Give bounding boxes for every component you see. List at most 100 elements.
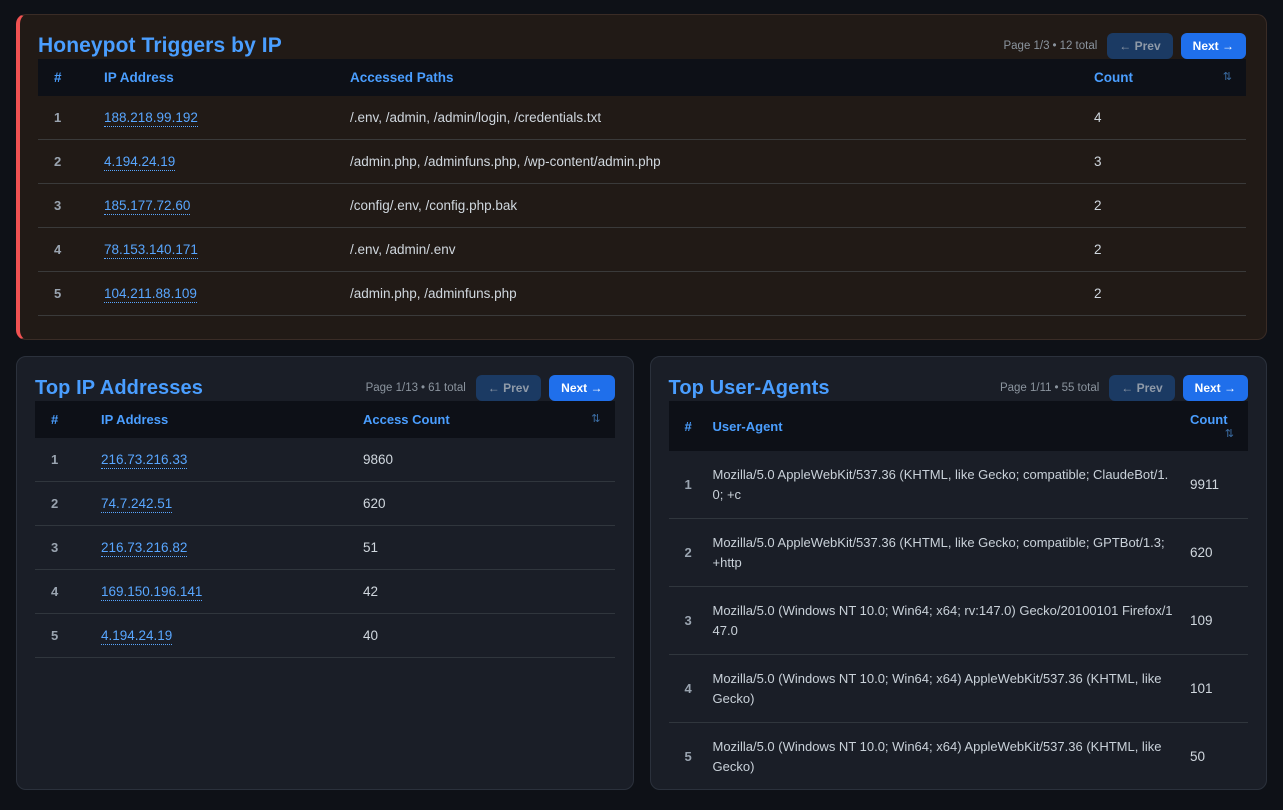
honeypot-table-head: # IP Address Accessed Paths Count ⇅ (38, 59, 1246, 96)
row-user-agent: Mozilla/5.0 (Windows NT 10.0; Win64; x64… (704, 722, 1182, 789)
col-header-count[interactable]: Count ⇅ (1182, 401, 1248, 451)
top-ips-table-body: 1 216.73.216.33 9860 2 74.7.242.51 620 3… (35, 438, 615, 658)
row-index: 3 (668, 586, 705, 655)
row-ip-cell: 4.194.24.19 (96, 139, 342, 184)
row-index: 3 (35, 525, 93, 570)
honeypot-pager-separator: • (1052, 40, 1057, 52)
ip-link[interactable]: 216.73.216.82 (101, 540, 188, 557)
top-ips-pager-separator: • (421, 382, 426, 394)
col-header-accessed-paths[interactable]: Accessed Paths (342, 59, 1086, 96)
honeypot-triggers-panel: Honeypot Triggers by IP Page 1/3 • 12 tota… (16, 14, 1267, 340)
row-index: 5 (35, 613, 93, 658)
table-row: 2 Mozilla/5.0 AppleWebKit/537.36 (KHTML,… (668, 518, 1248, 587)
col-header-index[interactable]: # (38, 59, 96, 96)
row-access-count: 42 (355, 569, 615, 614)
ip-link[interactable]: 104.211.88.109 (104, 286, 197, 303)
table-row: 3 216.73.216.82 51 (35, 525, 615, 570)
ip-link[interactable]: 4.194.24.19 (104, 154, 176, 171)
table-row: 4 Mozilla/5.0 (Windows NT 10.0; Win64; x… (668, 654, 1248, 723)
row-access-count: 9860 (355, 438, 615, 482)
row-accessed-paths: /admin.php, /adminfuns.php (342, 271, 1086, 316)
table-row: 3 185.177.72.60 /config/.env, /config.ph… (38, 183, 1246, 228)
row-index: 5 (38, 271, 96, 316)
ip-link[interactable]: 169.150.196.141 (101, 584, 203, 601)
top-ips-table: # IP Address Access Count ⇅ 1 216.73.216.… (35, 401, 615, 658)
top-ips-table-head: # IP Address Access Count ⇅ (35, 401, 615, 438)
top-ua-next-button[interactable]: Next → (1182, 375, 1248, 401)
honeypot-header-row: # IP Address Accessed Paths Count ⇅ (38, 59, 1246, 96)
row-ip-cell: 74.7.242.51 (93, 481, 355, 526)
top-ua-table-head: # User-Agent Count ⇅ (668, 401, 1248, 451)
row-user-agent: Mozilla/5.0 AppleWebKit/537.36 (KHTML, l… (704, 451, 1182, 519)
row-count: 3 (1086, 139, 1246, 184)
top-ips-prev-button[interactable]: ← Prev (475, 375, 542, 401)
row-index: 2 (35, 481, 93, 526)
col-header-index[interactable]: # (35, 401, 93, 438)
sort-icon[interactable]: ⇅ (1222, 71, 1232, 83)
bottom-panels-row: Top IP Addresses Page 1/13 • 61 total ← Pr… (16, 356, 1267, 790)
top-user-agents-panel: Top User-Agents Page 1/11 • 55 total ← Pre… (649, 356, 1267, 790)
row-accessed-paths: /admin.php, /adminfuns.php, /wp-content/… (342, 139, 1086, 184)
row-index: 1 (35, 438, 93, 482)
honeypot-pager-info: Page 1/3 • 12 total (1003, 40, 1097, 52)
row-ip-cell: 169.150.196.141 (93, 569, 355, 614)
honeypot-panel-header: Honeypot Triggers by IP Page 1/3 • 12 tota… (38, 33, 1246, 59)
row-count: 50 (1182, 722, 1248, 789)
row-ip-cell: 78.153.140.171 (96, 227, 342, 272)
ip-link[interactable]: 188.218.99.192 (104, 110, 198, 127)
honeypot-prev-button[interactable]: ← Prev (1107, 33, 1173, 59)
sort-icon[interactable]: ⇅ (591, 413, 601, 425)
row-index: 1 (38, 96, 96, 140)
col-header-access-count[interactable]: Access Count ⇅ (355, 401, 615, 438)
top-ua-pager-info: Page 1/11 • 55 total (1000, 382, 1099, 394)
table-row: 1 216.73.216.33 9860 (35, 438, 615, 482)
top-ua-header-row: # User-Agent Count ⇅ (668, 401, 1248, 451)
ip-link[interactable]: 74.7.242.51 (101, 496, 173, 513)
col-header-user-agent[interactable]: User-Agent (704, 401, 1182, 451)
row-count: 9911 (1182, 451, 1248, 519)
row-access-count: 51 (355, 525, 615, 570)
top-ua-total-label: 55 total (1061, 382, 1100, 394)
row-count: 4 (1086, 96, 1246, 140)
row-count: 109 (1182, 586, 1248, 655)
row-accessed-paths: /.env, /admin/.env (342, 227, 1086, 272)
col-header-count[interactable]: Count ⇅ (1086, 59, 1246, 96)
ip-link[interactable]: 4.194.24.19 (101, 628, 173, 645)
table-row: 2 74.7.242.51 620 (35, 481, 615, 526)
honeypot-next-button[interactable]: Next → (1180, 33, 1246, 59)
col-header-ip-address[interactable]: IP Address (96, 59, 342, 96)
row-ip-cell: 4.194.24.19 (93, 613, 355, 658)
ip-link[interactable]: 216.73.216.33 (101, 452, 188, 469)
top-ips-header-row: # IP Address Access Count ⇅ (35, 401, 615, 438)
top-ua-page-label: Page 1/11 (999, 382, 1052, 394)
table-row: 4 78.153.140.171 /.env, /admin/.env 2 (38, 227, 1246, 272)
row-count: 2 (1086, 183, 1246, 228)
row-ip-cell: 185.177.72.60 (96, 183, 342, 228)
row-count: 620 (1182, 518, 1248, 587)
top-ip-addresses-panel: Top IP Addresses Page 1/13 • 61 total ← Pr… (16, 356, 634, 790)
row-count: 2 (1086, 227, 1246, 272)
row-count: 101 (1182, 654, 1248, 723)
top-ua-title: Top User-Agents (668, 376, 830, 399)
honeypot-total-label: 12 total (1059, 40, 1098, 52)
table-row: 5 Mozilla/5.0 (Windows NT 10.0; Win64; x… (668, 722, 1248, 789)
row-index: 3 (38, 183, 96, 228)
row-ip-cell: 216.73.216.33 (93, 438, 355, 482)
top-ua-pagination: Page 1/11 • 55 total ← Prev Next → (1000, 375, 1248, 401)
top-ips-next-button[interactable]: Next → (549, 375, 615, 401)
ip-link[interactable]: 185.177.72.60 (104, 198, 191, 215)
ip-link[interactable]: 78.153.140.171 (104, 242, 198, 259)
top-ips-pager-info: Page 1/13 • 61 total (366, 382, 466, 394)
top-ips-title: Top IP Addresses (35, 376, 203, 399)
row-accessed-paths: /.env, /admin, /admin/login, /credential… (342, 96, 1086, 140)
sort-icon[interactable]: ⇅ (1224, 428, 1234, 440)
top-ua-table: # User-Agent Count ⇅ 1 Mozilla/5.0 AppleW… (668, 401, 1248, 789)
col-header-ip-address[interactable]: IP Address (93, 401, 355, 438)
honeypot-table: # IP Address Accessed Paths Count ⇅ 1 188… (38, 59, 1246, 316)
row-ip-cell: 216.73.216.82 (93, 525, 355, 570)
top-ips-page-label: Page 1/13 (365, 382, 419, 394)
col-header-index[interactable]: # (668, 401, 705, 451)
top-ua-table-body: 1 Mozilla/5.0 AppleWebKit/537.36 (KHTML,… (668, 451, 1248, 789)
top-ua-prev-button[interactable]: ← Prev (1109, 375, 1175, 401)
